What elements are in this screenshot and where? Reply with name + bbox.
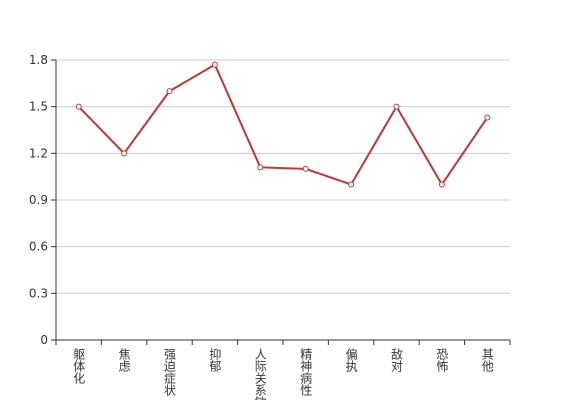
x-tick-label: 其他 bbox=[480, 348, 494, 372]
y-tick-label: 0 bbox=[40, 333, 48, 347]
point bbox=[211, 61, 218, 68]
point bbox=[121, 150, 128, 157]
point bbox=[348, 181, 355, 188]
y-tick-label: 0.3 bbox=[29, 286, 48, 300]
y-tick-label: 1.2 bbox=[29, 146, 48, 160]
point bbox=[166, 88, 173, 95]
point bbox=[484, 114, 491, 121]
point bbox=[257, 164, 264, 171]
x-tick-label: 躯体化 bbox=[72, 347, 86, 385]
point bbox=[393, 103, 400, 110]
x-tick-label: 强迫症状 bbox=[163, 348, 177, 396]
x-tick-label: 焦虑 bbox=[117, 348, 131, 372]
y-tick-label: 1.8 bbox=[29, 53, 48, 67]
y-tick-label: 1.5 bbox=[29, 100, 48, 114]
x-tick-label: 偏执 bbox=[344, 347, 358, 373]
x-tick-label: 精神病性 bbox=[299, 348, 313, 397]
point bbox=[438, 181, 445, 188]
point bbox=[302, 165, 309, 172]
point bbox=[75, 103, 82, 110]
line bbox=[77, 63, 489, 187]
x-tick-label: 恐怖 bbox=[435, 348, 449, 372]
x-tick-label: 抑郁 bbox=[208, 347, 222, 373]
y-tick-label: 0.9 bbox=[29, 193, 48, 207]
y-tick-label: 0.6 bbox=[29, 240, 48, 254]
x-tick-label: 敌对 bbox=[390, 347, 404, 372]
x-tick-label: 人际关系敏感 bbox=[253, 348, 267, 400]
